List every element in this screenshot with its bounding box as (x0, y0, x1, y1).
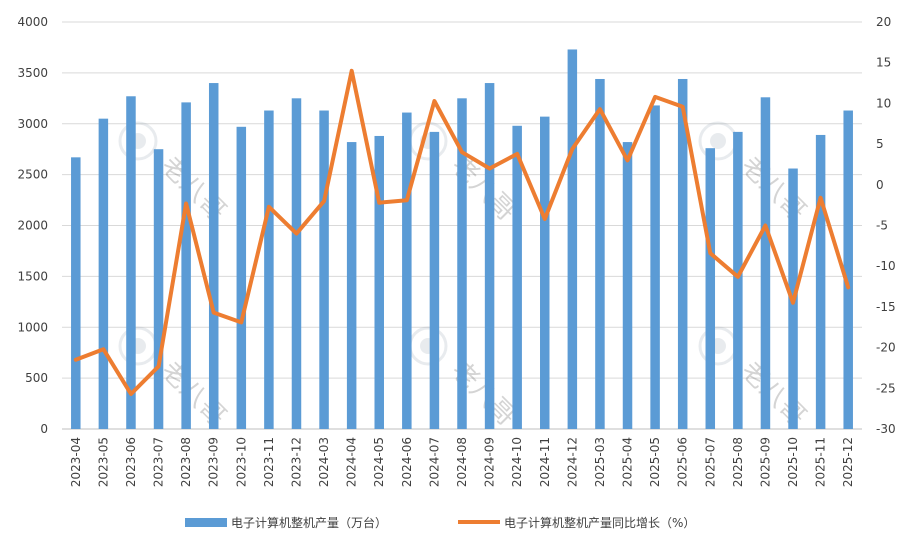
y-right-tick-label: -15 (876, 300, 896, 314)
x-tick-label: 2024-07 (427, 437, 441, 487)
bar (429, 131, 440, 429)
bar (622, 142, 633, 429)
x-tick-label: 2025-12 (841, 437, 855, 487)
watermark-text: 老八哥 (155, 356, 231, 432)
line-path (73, 68, 851, 396)
bar (181, 102, 191, 429)
bar (595, 78, 605, 429)
bar (126, 96, 136, 429)
bar-series (71, 49, 853, 430)
watermark-text: 老八哥 (735, 356, 811, 432)
x-tick-label: 2023-12 (289, 437, 303, 487)
watermark-logo-icon (118, 121, 158, 161)
x-tick-label: 2025-03 (593, 437, 607, 487)
y-axis-right: -30 -25 -20 -15 -10 -5 0 5 10 15 20 (876, 15, 896, 436)
bar (236, 126, 247, 430)
x-tick-label: 2025-07 (703, 437, 717, 487)
bar (208, 83, 219, 430)
x-tick-label: 2025-05 (648, 437, 662, 487)
x-tick-label: 2024-11 (538, 437, 552, 487)
legend-line-label: 电子计算机整机产量同比增长（%） (504, 515, 695, 530)
y-right-tick-label: 15 (876, 56, 891, 70)
x-tick-label: 2023-11 (262, 437, 276, 487)
y-left-tick-label: 500 (25, 371, 48, 385)
y-right-tick-label: -20 (876, 341, 896, 355)
y-right-tick-label: 5 (876, 137, 884, 151)
bar (733, 131, 743, 429)
watermark-text: 老八哥 (155, 151, 231, 227)
x-tick-label: 2023-04 (69, 437, 83, 487)
y-right-tick-label: -25 (876, 381, 896, 395)
x-axis: 2023-04 2023-05 2023-06 2023-07 2023-08 2023-… (69, 437, 855, 487)
bar (291, 98, 302, 429)
legend-bar-swatch (185, 518, 227, 527)
y-left-tick-label: 4000 (17, 15, 48, 29)
watermark-text: 老八哥 (445, 151, 521, 227)
x-tick-label: 2023-05 (96, 437, 110, 487)
y-left-tick-label: 2000 (17, 219, 48, 233)
watermark-logo-dot (710, 133, 726, 149)
legend: 电子计算机整机产量（万台） 电子计算机整机产量同比增长（%） (185, 515, 695, 530)
x-tick-label: 2024-05 (372, 437, 386, 487)
bar (346, 142, 357, 429)
bar (760, 97, 771, 430)
bar (402, 112, 412, 430)
bar (98, 118, 109, 429)
watermark-text: 老八哥 (445, 356, 521, 432)
bar (153, 149, 164, 429)
y-right-tick-label: 10 (876, 96, 891, 110)
x-tick-label: 2024-09 (483, 437, 497, 487)
y-right-tick-label: 20 (876, 15, 891, 29)
bar (705, 148, 716, 430)
x-tick-label: 2024-03 (317, 437, 331, 487)
x-tick-label: 2023-06 (124, 437, 138, 487)
x-tick-label: 2025-10 (786, 437, 800, 487)
x-tick-label: 2025-04 (621, 437, 635, 487)
x-tick-label: 2023-07 (152, 437, 166, 487)
y-right-tick-label: -30 (876, 422, 896, 436)
x-tick-label: 2024-12 (565, 437, 579, 487)
y-right-tick-label: 0 (876, 178, 884, 192)
y-left-tick-label: 3500 (17, 66, 48, 80)
bar (457, 98, 467, 429)
x-tick-label: 2024-06 (400, 437, 414, 487)
y-left-tick-label: 0 (40, 422, 48, 436)
y-right-tick-label: -10 (876, 259, 896, 273)
bar (484, 83, 495, 430)
bar (540, 116, 550, 429)
bar (319, 110, 329, 430)
bar (512, 125, 522, 429)
watermark-text: 老八哥 (735, 151, 811, 227)
x-tick-label: 2023-09 (207, 437, 221, 487)
bar (843, 110, 853, 430)
x-tick-label: 2023-10 (234, 437, 248, 487)
bar (71, 157, 81, 429)
x-tick-label: 2024-04 (345, 437, 359, 487)
y-axis-left: 0 500 1000 1500 2000 2500 3000 3500 4000 (17, 15, 48, 436)
y-left-tick-label: 1500 (17, 269, 48, 283)
x-tick-label: 2024-10 (510, 437, 524, 487)
x-tick-label: 2024-08 (455, 437, 469, 487)
y-right-tick-label: -5 (876, 219, 888, 233)
x-tick-label: 2025-09 (758, 437, 772, 487)
y-left-tick-label: 1000 (17, 320, 48, 334)
y-left-tick-label: 2500 (17, 168, 48, 182)
bar (567, 49, 578, 429)
x-tick-label: 2023-08 (179, 437, 193, 487)
y-left-tick-label: 3000 (17, 117, 48, 131)
bar (677, 78, 688, 429)
x-tick-label: 2025-08 (731, 437, 745, 487)
bar (650, 105, 660, 429)
x-tick-label: 2025-11 (814, 437, 828, 487)
line-series (73, 68, 851, 396)
bar (815, 134, 826, 429)
bar (374, 135, 384, 429)
bar (264, 110, 274, 430)
x-tick-label: 2025-06 (676, 437, 690, 487)
legend-bar-label: 电子计算机整机产量（万台） (231, 515, 387, 530)
